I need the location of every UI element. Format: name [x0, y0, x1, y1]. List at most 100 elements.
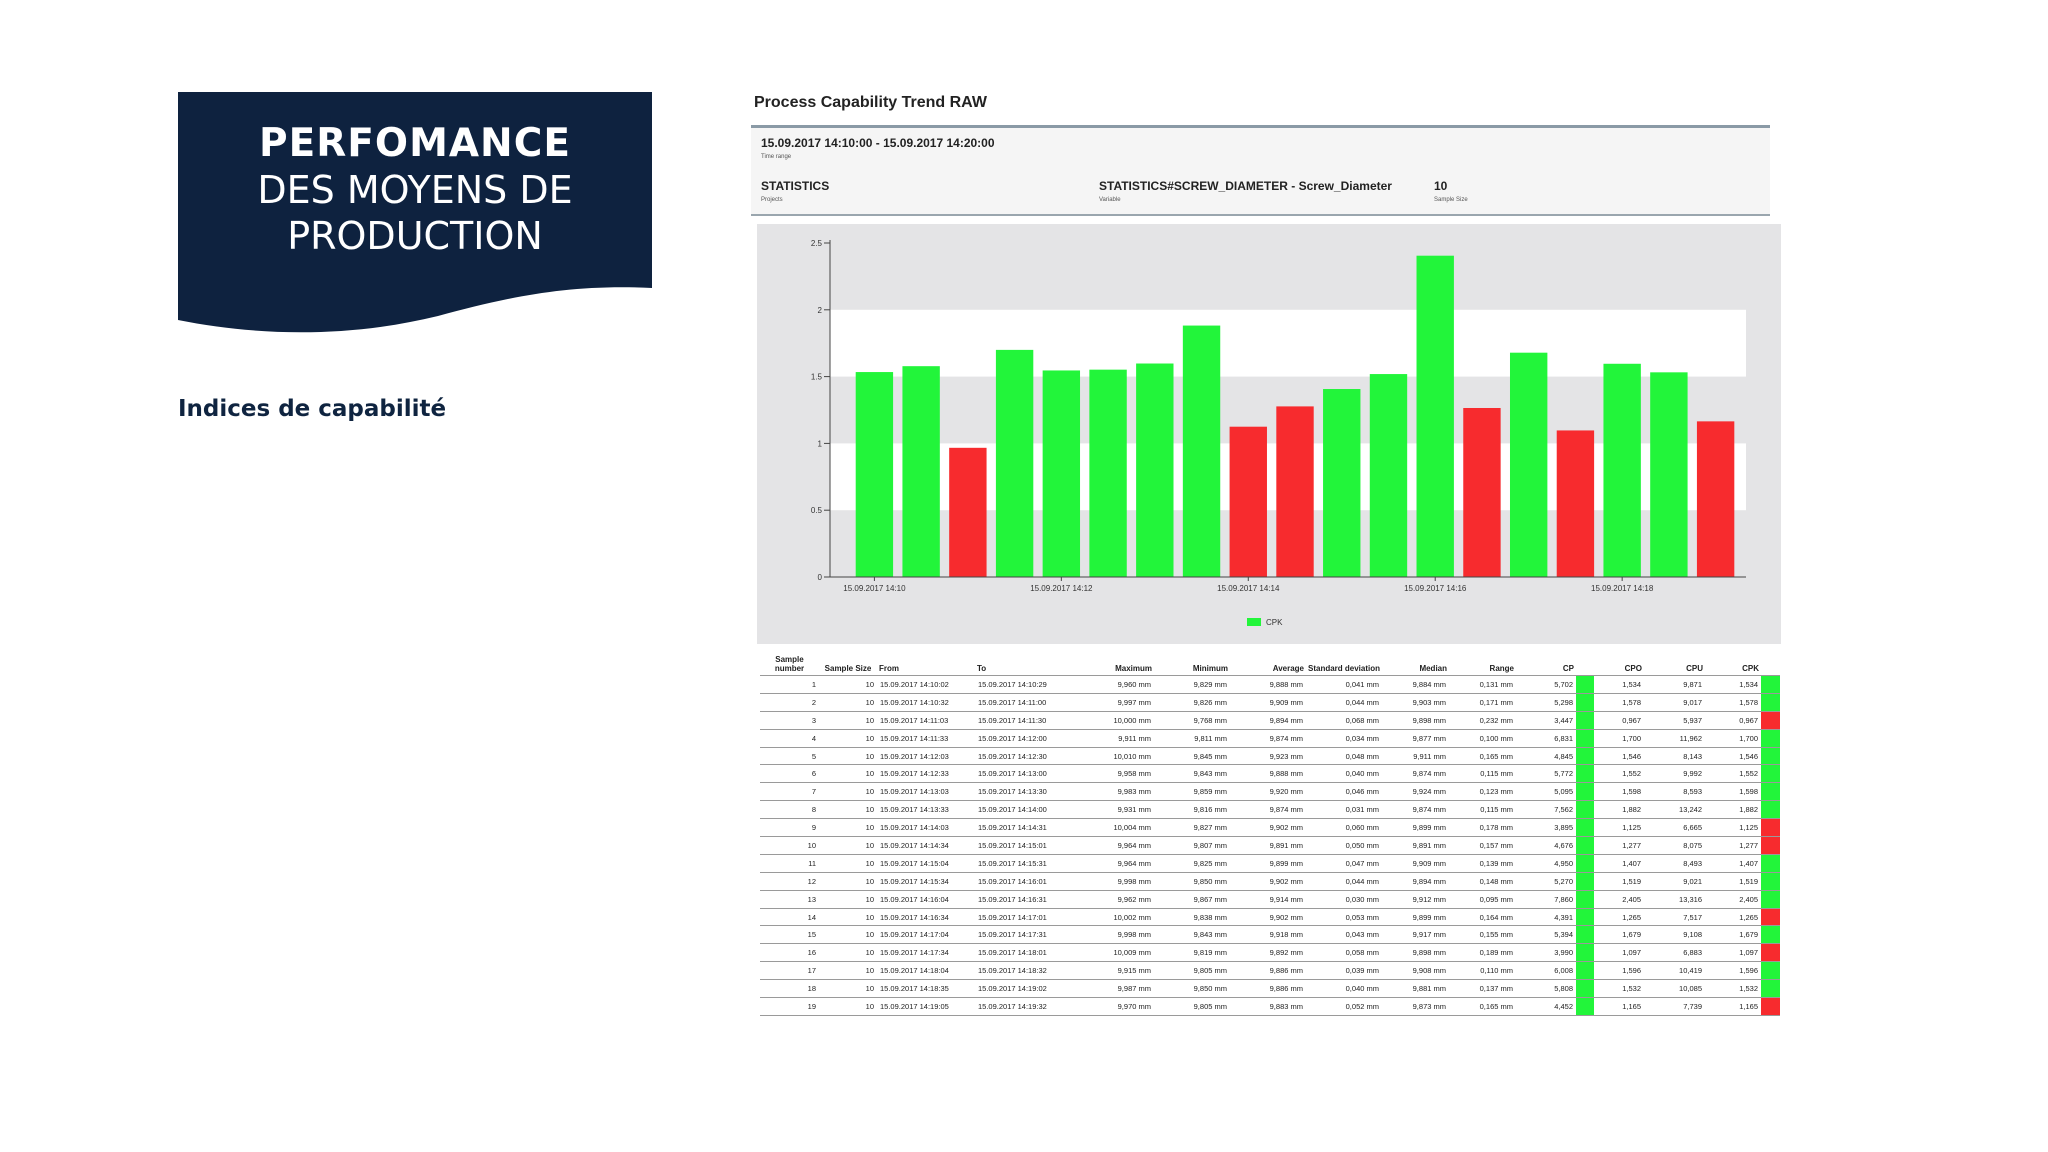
- table-row: 1 10 15.09.2017 14:10:02 15.09.2017 14:10:2…: [760, 675, 1780, 694]
- table-cell: 1,277: [1594, 836, 1644, 855]
- table-cell: 0,131 mm: [1449, 675, 1516, 694]
- variable-value: STATISTICS#SCREW_DIAMETER - Screw_Diamet…: [1099, 179, 1392, 193]
- table-cell: 9,908 mm: [1382, 961, 1449, 981]
- time-range-value: 15.09.2017 14:10:00 - 15.09.2017 14:20:0…: [761, 136, 995, 150]
- table-cell: 15.09.2017 14:14:03: [877, 818, 975, 838]
- cpk-status-cell: [1761, 675, 1780, 694]
- table-cell: 8,493: [1644, 854, 1705, 873]
- table-cell: 9,883 mm: [1230, 997, 1306, 1016]
- table-cell: 15.09.2017 14:11:03: [877, 711, 975, 730]
- table-cell: 7,517: [1644, 908, 1705, 927]
- table-cell: 5,772: [1516, 764, 1576, 784]
- table-cell: 9,017: [1644, 693, 1705, 712]
- table-cell: 15.09.2017 14:10:29: [975, 675, 1070, 694]
- table-cell: 15.09.2017 14:15:04: [877, 854, 975, 873]
- table-cell: 9,970 mm: [1070, 997, 1154, 1016]
- table-cell: 10: [819, 961, 877, 981]
- table-cell: 9,899 mm: [1382, 908, 1449, 927]
- table-cell: 1,598: [1705, 782, 1761, 802]
- table-cell: 10: [819, 693, 877, 712]
- table-cell: 9,923 mm: [1230, 747, 1306, 766]
- cpk-bar: [1323, 389, 1361, 577]
- table-cell: 1,578: [1705, 693, 1761, 712]
- table-cell: 9,915 mm: [1070, 961, 1154, 981]
- table-cell: 9,874 mm: [1382, 800, 1449, 820]
- table-cell: 0,139 mm: [1449, 854, 1516, 873]
- x-tick-label: 15.09.2017 14:10: [843, 584, 906, 593]
- table-cell: 10: [819, 729, 877, 748]
- cp-status-cell: [1576, 800, 1594, 820]
- table-cell: 9,850 mm: [1154, 872, 1230, 891]
- table-cell: 1,097: [1594, 943, 1644, 963]
- table-cell: 9,827 mm: [1154, 818, 1230, 838]
- table-cell: 0,100 mm: [1449, 729, 1516, 748]
- table-cell: 6,883: [1644, 943, 1705, 963]
- table-cell: 0,967: [1705, 711, 1761, 730]
- banner-line-2: DES MOYENS DE: [257, 168, 573, 212]
- table-cell: 10,000 mm: [1070, 711, 1154, 730]
- table-cell: 10,002 mm: [1070, 908, 1154, 927]
- cp-status-cell: [1576, 872, 1594, 891]
- cp-status-cell: [1576, 764, 1594, 784]
- table-cell: 6,831: [1516, 729, 1576, 748]
- table-cell: 9,891 mm: [1230, 836, 1306, 855]
- table-row: 2 10 15.09.2017 14:10:32 15.09.2017 14:11:0…: [760, 693, 1780, 712]
- table-header: [1576, 655, 1594, 676]
- table-cell: 15.09.2017 14:18:04: [877, 961, 975, 981]
- table-cell: 9,903 mm: [1382, 693, 1449, 712]
- table-cell: 0,030 mm: [1306, 890, 1382, 909]
- table-cell: 0,046 mm: [1306, 782, 1382, 802]
- table-cell: 15.09.2017 14:18:32: [975, 961, 1070, 981]
- table-row: 15 10 15.09.2017 14:17:04 15.09.2017 14:17:…: [760, 925, 1780, 945]
- x-tick-label: 15.09.2017 14:18: [1591, 584, 1654, 593]
- table-cell: 10: [819, 818, 877, 838]
- x-tick-label: 15.09.2017 14:12: [1030, 584, 1093, 593]
- cp-status-cell: [1576, 961, 1594, 981]
- table-cell: 10: [819, 908, 877, 927]
- table-header: Average: [1272, 664, 1304, 673]
- table-cell: 1,125: [1594, 818, 1644, 838]
- table-cell: 9,805 mm: [1154, 997, 1230, 1016]
- table-cell: 10: [760, 836, 819, 855]
- y-tick-label: 0: [818, 573, 823, 582]
- table-cell: 9,987 mm: [1070, 979, 1154, 999]
- table-cell: 1,578: [1594, 693, 1644, 712]
- table-cell: 9,909 mm: [1382, 854, 1449, 873]
- table-cell: 7,562: [1516, 800, 1576, 820]
- table-cell: 0,123 mm: [1449, 782, 1516, 802]
- table-cell: 1,700: [1705, 729, 1761, 748]
- table-header: Minimum: [1192, 664, 1228, 673]
- cpk-status-cell: [1761, 908, 1780, 927]
- cpk-status-cell: [1761, 890, 1780, 909]
- table-cell: 1,532: [1705, 979, 1761, 999]
- table-header: [1761, 655, 1780, 676]
- table-cell: 1,552: [1594, 764, 1644, 784]
- table-cell: 15.09.2017 14:16:34: [877, 908, 975, 927]
- table-header: Standard deviation: [1308, 664, 1381, 673]
- table-cell: 15.09.2017 14:16:01: [975, 872, 1070, 891]
- table-cell: 5,298: [1516, 693, 1576, 712]
- table-cell: 1,882: [1705, 800, 1761, 820]
- table-row: 11 10 15.09.2017 14:15:04 15.09.2017 14:15:…: [760, 854, 1780, 873]
- table-cell: 8,593: [1644, 782, 1705, 802]
- table-cell: 15.09.2017 14:12:30: [975, 747, 1070, 766]
- table-cell: 9,899 mm: [1230, 854, 1306, 873]
- table-cell: 5,808: [1516, 979, 1576, 999]
- table-cell: 1,519: [1594, 872, 1644, 891]
- table-cell: 10: [819, 747, 877, 766]
- table-cell: 0,232 mm: [1449, 711, 1516, 730]
- cpk-status-cell: [1761, 711, 1780, 730]
- table-cell: 9,911 mm: [1070, 729, 1154, 748]
- table-cell: 10,085: [1644, 979, 1705, 999]
- cpk-bar-chart: 0 0.5 1 1.5 2 2.5 15.09.2017 14:10 15.09.2017 1…: [757, 224, 1781, 644]
- table-cell: 9,874 mm: [1382, 764, 1449, 784]
- cp-status-cell: [1576, 925, 1594, 945]
- table-cell: 5: [760, 747, 819, 766]
- table-cell: 5,937: [1644, 711, 1705, 730]
- table-cell: 9,964 mm: [1070, 836, 1154, 855]
- banner-shape: [178, 92, 652, 333]
- table-header: Sample Size: [824, 664, 872, 673]
- table-cell: 11: [760, 854, 819, 873]
- table-cell: 9,914 mm: [1230, 890, 1306, 909]
- table-cell: 10: [819, 764, 877, 784]
